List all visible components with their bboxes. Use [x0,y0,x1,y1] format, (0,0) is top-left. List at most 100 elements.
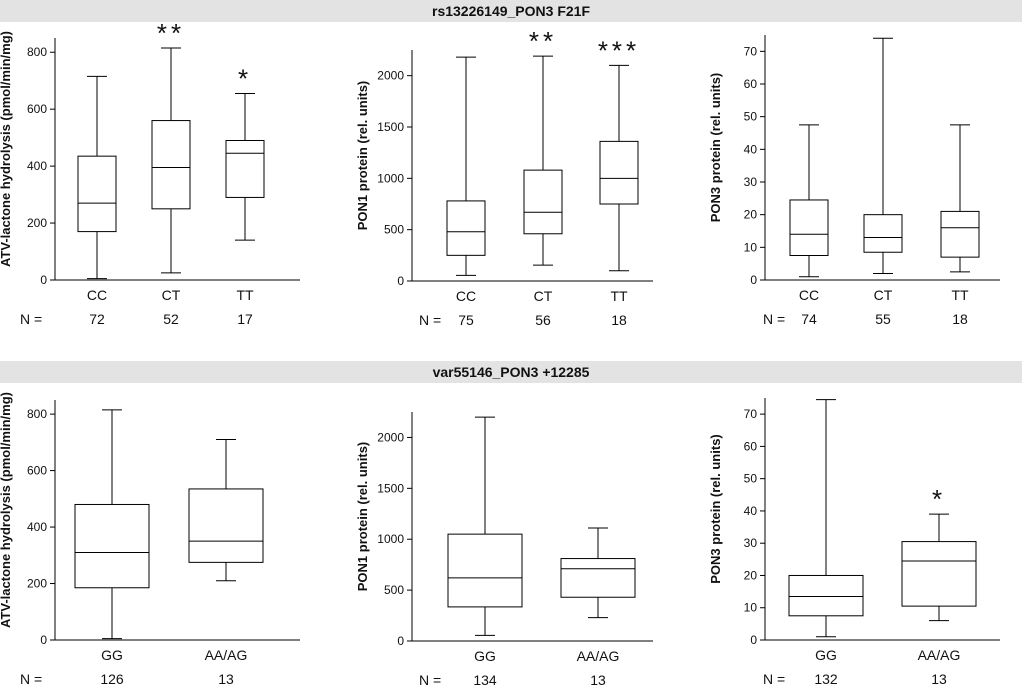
y-tick-label-1: 0 [40,273,47,287]
category-label-5: AA/AG [577,648,620,664]
iqr-box-1 [225,139,265,198]
category-label-1: CC [87,287,107,303]
y-tick-label-6: 20 [744,568,758,582]
n-count-1: 17 [237,311,253,327]
n-count-5: 13 [590,672,606,685]
y-tick-label-3: 40 [744,142,758,156]
n-count-3: 55 [875,311,891,327]
iqr-box-2 [599,140,639,205]
y-tick-label-2: 1500 [377,120,404,134]
n-label-3: N = [763,311,785,327]
n-count-4: 13 [218,671,234,685]
category-label-4: GG [101,647,123,663]
y-tick-label-6: 50 [744,472,758,486]
y-tick-label-1: 600 [27,102,47,116]
category-label-2: CT [534,288,553,304]
iqr-box-1 [77,155,117,233]
iqr-box-5 [560,558,636,598]
y-axis-label-4: ATV-lactone hydrolysis (pmol/min/mg) [0,392,13,628]
n-count-6: 13 [931,671,947,685]
y-tick-label-5: 2000 [377,430,404,444]
iqr-box-4 [74,503,150,589]
y-tick-label-5: 0 [397,634,404,648]
iqr-box-3 [789,199,829,256]
n-count-6: 132 [814,671,838,685]
n-count-3: 74 [801,311,817,327]
category-label-1: CT [162,287,181,303]
n-count-2: 75 [458,312,474,328]
category-label-3: CC [799,287,819,303]
category-label-1: TT [236,287,254,303]
significance-stars-2: ** [529,26,557,56]
n-count-4: 126 [100,671,124,685]
category-label-3: TT [951,287,969,303]
y-tick-label-3: 50 [744,110,758,124]
y-tick-label-1: 200 [27,216,47,230]
category-label-2: TT [610,288,628,304]
n-label-4: N = [20,671,42,685]
y-axis-label-6: PON3 protein (rel. units) [708,434,723,584]
y-tick-label-4: 400 [27,520,47,534]
category-label-6: AA/AG [918,647,961,663]
y-tick-label-6: 10 [744,601,758,615]
y-tick-label-1: 400 [27,159,47,173]
y-tick-label-6: 70 [744,407,758,421]
significance-stars-1: ** [157,18,185,48]
y-tick-label-6: 0 [750,633,757,647]
iqr-box-4 [188,488,264,563]
y-tick-label-2: 1000 [377,171,404,185]
n-label-2: N = [419,312,441,328]
iqr-box-6 [788,574,864,617]
y-tick-label-1: 800 [27,45,47,59]
iqr-box-3 [940,210,980,258]
y-axis-label-5: PON1 protein (rel. units) [355,442,370,592]
n-count-2: 18 [611,312,627,328]
category-label-3: CT [874,287,893,303]
n-label-6: N = [763,671,785,685]
iqr-box-2 [446,200,486,256]
n-count-1: 52 [163,311,179,327]
y-tick-label-3: 60 [744,77,758,91]
y-axis-label-2: PON1 protein (rel. units) [355,81,370,231]
y-tick-label-5: 500 [384,583,404,597]
significance-stars-1: * [238,64,252,94]
y-tick-label-4: 800 [27,407,47,421]
n-label-1: N = [20,311,42,327]
y-tick-label-4: 200 [27,577,47,591]
y-tick-label-3: 20 [744,208,758,222]
y-tick-label-2: 500 [384,223,404,237]
iqr-box-6 [901,541,977,607]
y-tick-label-4: 600 [27,464,47,478]
n-count-1: 72 [89,311,105,327]
section-title-2: var55146_PON3 +12285 [0,361,1022,383]
y-tick-label-6: 40 [744,504,758,518]
y-tick-label-6: 60 [744,439,758,453]
n-label-5: N = [419,672,441,685]
n-count-5: 134 [473,672,497,685]
y-tick-label-2: 2000 [377,69,404,83]
y-tick-label-3: 0 [750,273,757,287]
section-title-1: rs13226149_PON3 F21F [0,0,1022,22]
significance-stars-2: *** [598,35,640,65]
y-tick-label-3: 70 [744,44,758,58]
y-tick-label-5: 1500 [377,481,404,495]
y-axis-label-3: PON3 protein (rel. units) [708,73,723,223]
iqr-box-5 [447,533,523,608]
y-axis-label-1: ATV-lactone hydrolysis (pmol/min/mg) [0,31,13,267]
category-label-2: CC [456,288,476,304]
category-label-4: AA/AG [205,647,248,663]
category-label-5: GG [474,648,496,664]
category-label-6: GG [815,647,837,663]
y-tick-label-5: 1000 [377,532,404,546]
iqr-box-3 [863,214,903,253]
y-tick-label-3: 10 [744,240,758,254]
iqr-box-1 [151,120,191,210]
y-tick-label-2: 0 [397,274,404,288]
n-count-2: 56 [535,312,551,328]
n-count-3: 18 [952,311,968,327]
iqr-box-2 [523,169,563,235]
y-tick-label-4: 0 [40,633,47,647]
y-tick-label-6: 30 [744,536,758,550]
significance-stars-6: * [932,484,946,514]
